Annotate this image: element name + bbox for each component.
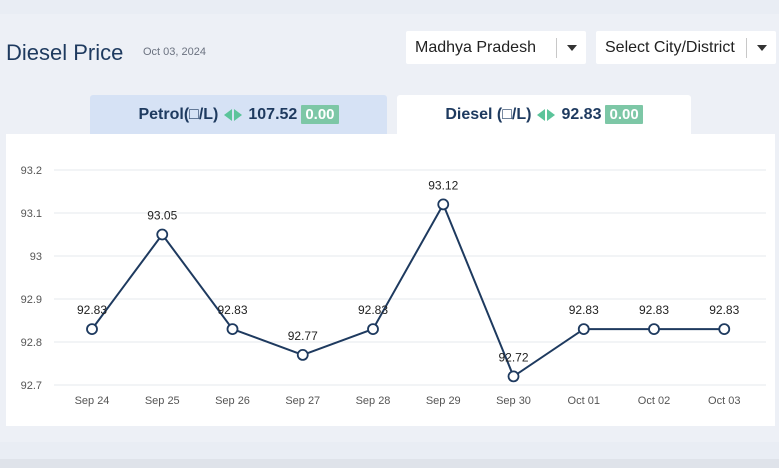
y-tick-label: 93.2 [21, 165, 42, 177]
y-tick-label: 92.8 [21, 337, 42, 349]
tab-diesel-price: 92.83 [561, 105, 602, 123]
data-label: 92.83 [358, 303, 388, 317]
x-tick-label: Sep 24 [75, 395, 110, 407]
x-tick-label: Sep 30 [496, 395, 531, 407]
select-divider [746, 37, 747, 58]
tab-petrol-label: Petrol(□/L) [138, 105, 219, 123]
tab-diesel-label: Diesel (□/L) [445, 105, 532, 123]
data-label: 93.05 [147, 209, 177, 223]
x-tick-label: Oct 02 [638, 395, 670, 407]
data-point [296, 348, 309, 361]
data-label: 92.83 [77, 303, 107, 317]
data-point [648, 323, 660, 336]
y-tick-label: 93 [30, 251, 42, 263]
change-arrows-icon [537, 108, 556, 121]
data-point [718, 323, 731, 336]
city-select-placeholder: Select City/District [605, 38, 735, 56]
y-tick-label: 93.1 [21, 208, 42, 220]
data-point [86, 323, 98, 336]
data-label: 92.72 [498, 350, 528, 364]
tab-petrol-price: 107.52 [248, 105, 298, 123]
price-chart: 92.7 92.8 92.9 93 93.1 93.2 Sep 24 Sep 25 Sep 26… [6, 134, 775, 426]
city-select[interactable]: Select City/District [596, 31, 776, 64]
x-tick-label: Sep 28 [356, 395, 391, 407]
tab-petrol[interactable]: Petrol(□/L) 107.52 0.00 [90, 95, 387, 134]
data-label: 92.83 [569, 303, 599, 317]
footer-strip [0, 459, 779, 468]
data-label: 92.83 [639, 303, 669, 317]
tab-diesel[interactable]: Diesel (□/L) 92.83 0.00 [397, 95, 691, 134]
data-point [437, 198, 450, 211]
data-point [367, 323, 379, 336]
tab-petrol-change-badge: 0.00 [301, 105, 339, 124]
x-tick-label: Sep 25 [145, 395, 180, 407]
x-tick-label: Sep 29 [426, 395, 461, 407]
x-tick-label: Sep 27 [285, 395, 320, 407]
data-label: 92.77 [288, 329, 318, 343]
data-label: 92.83 [709, 303, 739, 317]
data-label: 93.12 [428, 178, 458, 192]
tab-diesel-change-badge: 0.00 [605, 105, 643, 124]
y-tick-label: 92.9 [21, 294, 42, 306]
y-tick-label: 92.7 [21, 380, 42, 392]
data-point [156, 228, 169, 241]
data-point [577, 323, 590, 336]
data-label: 92.83 [217, 303, 247, 317]
select-divider [556, 37, 557, 58]
x-tick-label: Oct 01 [568, 395, 600, 407]
price-line-chart: 92.7 92.8 92.9 93 93.1 93.2 Sep 24 Sep 25 Sep 26… [21, 165, 766, 407]
data-point [507, 370, 520, 383]
caret-down-icon [567, 44, 577, 51]
state-select[interactable]: Madhya Pradesh [406, 31, 586, 64]
x-tick-label: Oct 03 [708, 395, 740, 407]
data-point [226, 323, 239, 336]
page-title: Diesel Price [6, 40, 124, 65]
caret-down-icon [757, 44, 767, 51]
price-date: Oct 03, 2024 [143, 46, 206, 58]
state-select-value: Madhya Pradesh [415, 38, 536, 56]
change-arrows-icon [224, 108, 243, 121]
series-line [91, 202, 725, 378]
x-tick-label: Sep 26 [215, 395, 250, 407]
